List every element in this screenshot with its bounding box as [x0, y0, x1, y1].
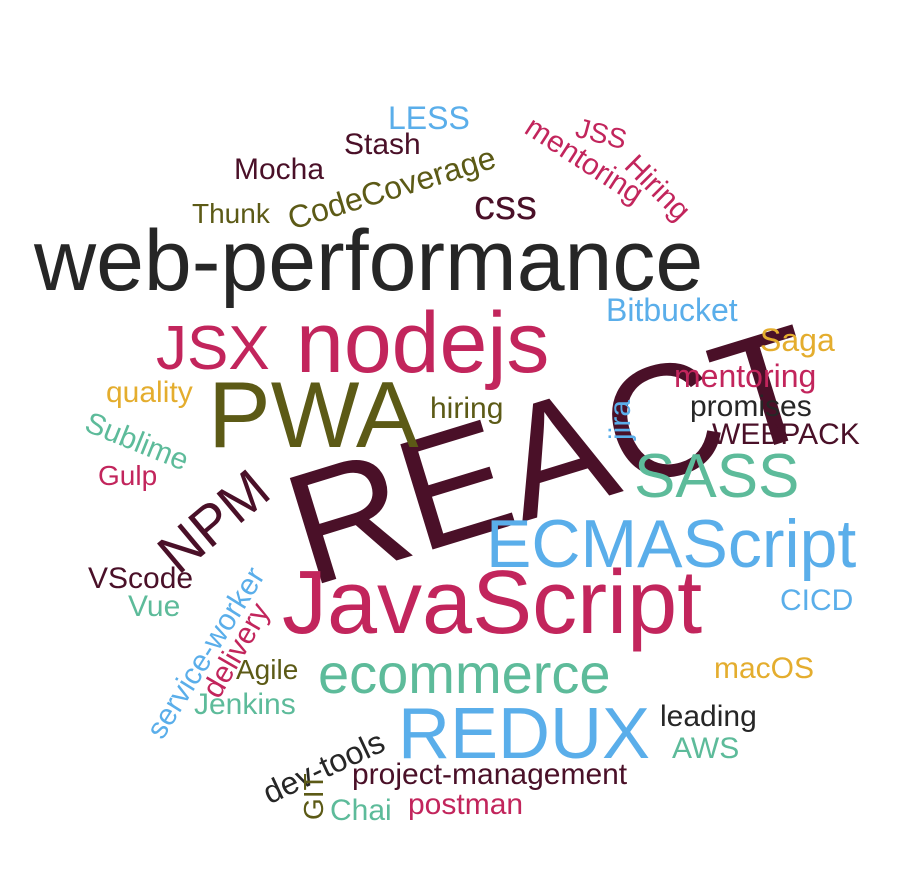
word-stash: Stash [344, 128, 421, 161]
word-sass: SASS [634, 442, 800, 511]
word-bitbucket: Bitbucket [606, 292, 738, 328]
word-javascript: JavaScript [282, 553, 703, 653]
word-jsx: JSX [156, 314, 270, 383]
word-ecommerce: ecommerce [318, 642, 611, 705]
word-aws: AWS [672, 732, 740, 765]
word-nodejs: nodejs [296, 295, 550, 391]
word-vscode: VScode [88, 562, 194, 595]
word-project-management: project-management [352, 758, 628, 791]
word-macos: macOS [714, 652, 815, 685]
word-thunk: Thunk [192, 198, 270, 229]
word-hiring: hiring [430, 392, 504, 425]
word-quality: quality [106, 376, 193, 409]
word-pwa: PWA [208, 362, 419, 467]
word-css: css [474, 181, 537, 228]
word-redux: REDUX [398, 694, 651, 774]
word-web-performance: web-performance [34, 213, 704, 309]
word-saga: Saga [760, 322, 835, 358]
word-vue: Vue [128, 590, 181, 623]
word-leading: leading [660, 700, 757, 733]
word-git: GIT [298, 773, 329, 820]
word-cicd: CICD [780, 584, 854, 617]
word-mocha: Mocha [234, 153, 325, 186]
word-webpack: WEBPACK [712, 418, 860, 451]
word-jenkins: Jenkins [194, 688, 296, 721]
word-gulp: Gulp [98, 460, 158, 491]
word-chai: Chai [330, 794, 392, 827]
word-ecmascript: ECMAScript [486, 506, 857, 582]
word-jira: jira [604, 399, 637, 440]
word-postman: postman [408, 788, 524, 821]
word-mentoring: mentoring [674, 358, 817, 394]
word-promises: promises [690, 390, 812, 423]
word-agile: Agile [236, 654, 299, 685]
word-less: LESS [388, 100, 470, 136]
